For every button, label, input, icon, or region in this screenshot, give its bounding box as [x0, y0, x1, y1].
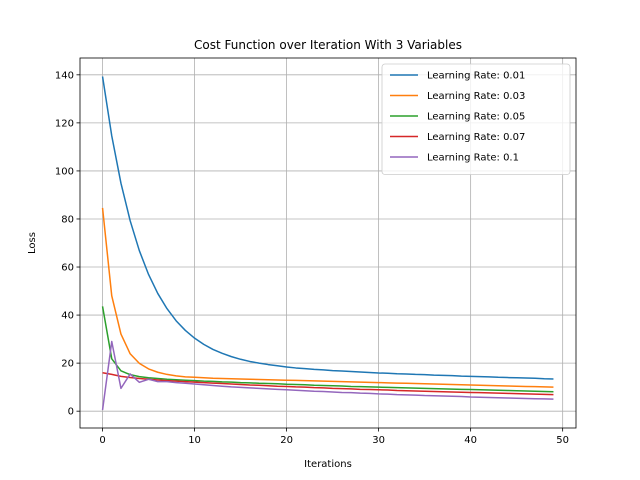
legend-entry: Learning Rate: 0.07: [427, 132, 525, 143]
y-axis-label: Loss: [27, 232, 38, 254]
plot-frame: [79, 57, 577, 429]
series-line-3: [102, 372, 554, 396]
x-axis-label: Iterations: [304, 459, 352, 470]
legend-entry: Learning Rate: 0.03: [427, 91, 525, 102]
x-tick-label: 0: [99, 435, 105, 446]
series-line-1: [101, 207, 554, 388]
legend-entry: Learning Rate: 0.05: [427, 112, 525, 123]
series-line-0: [101, 76, 554, 380]
y-tick-label: 100: [55, 166, 74, 177]
legend-box: [381, 63, 571, 175]
y-tick-label: 140: [55, 70, 74, 81]
legend-entry: Learning Rate: 0.01: [427, 71, 525, 82]
x-tick-label: 20: [280, 435, 293, 446]
y-tick-label: 20: [61, 359, 74, 370]
x-tick-label: 30: [372, 435, 385, 446]
ticks: 0 10 20 30 40 50 0 20 40 60 80 100 120 140: [55, 70, 569, 446]
y-tick-label: 0: [68, 407, 74, 418]
x-tick-label: 10: [188, 435, 201, 446]
series-line-2: [101, 306, 554, 393]
series-layer: [101, 76, 554, 411]
series-line-4: [101, 340, 554, 411]
y-tick-label: 80: [61, 214, 74, 225]
legend-entry: Learning Rate: 0.1: [427, 153, 519, 164]
x-tick-label: 50: [556, 435, 569, 446]
chart-title: Cost Function over Iteration With 3 Vari…: [194, 38, 462, 52]
y-tick-label: 40: [61, 311, 74, 322]
y-tick-label: 60: [61, 263, 74, 274]
y-tick-label: 120: [55, 118, 74, 129]
legend: Learning Rate: 0.01 Learning Rate: 0.03 Le…: [381, 63, 571, 175]
x-tick-label: 40: [464, 435, 477, 446]
